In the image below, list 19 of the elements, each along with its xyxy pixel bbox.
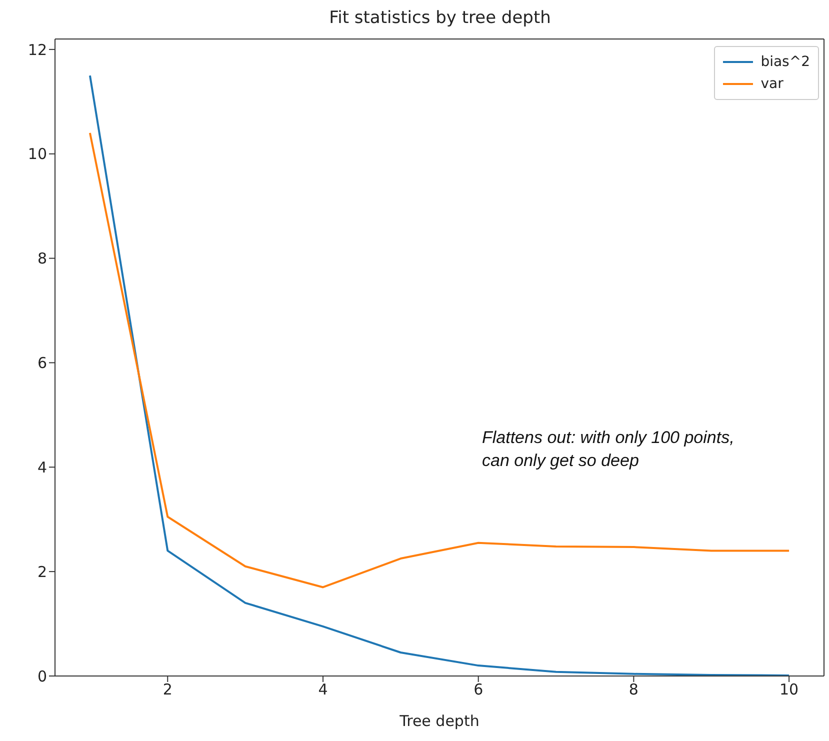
y-tick-label: 2 — [37, 562, 47, 581]
x-tick-label: 2 — [162, 680, 172, 699]
annotation: Flattens out: with only 100 points, can only get so deep — [482, 427, 736, 472]
chart-title: Fit statistics by tree depth — [328, 8, 552, 28]
y-tick-label: 10 — [28, 145, 47, 164]
x-axis-title: Tree depth — [398, 712, 480, 730]
x-tick-label: 10 — [780, 680, 799, 699]
y-tick-label: 8 — [37, 250, 47, 268]
line-series — [88, 74, 790, 676]
y-tick-label: 12 — [28, 40, 47, 59]
legend-label: bias^2 — [760, 54, 810, 70]
line-series — [88, 132, 790, 588]
legend-label: var — [760, 76, 784, 92]
y-tick-label: 6 — [37, 354, 47, 372]
x-tick-label: 4 — [318, 680, 328, 699]
y-tick-label: 4 — [37, 458, 47, 476]
y-tick-label: 0 — [37, 667, 47, 686]
x-tick-label: 8 — [628, 680, 638, 699]
x-tick-label: 6 — [474, 680, 484, 699]
